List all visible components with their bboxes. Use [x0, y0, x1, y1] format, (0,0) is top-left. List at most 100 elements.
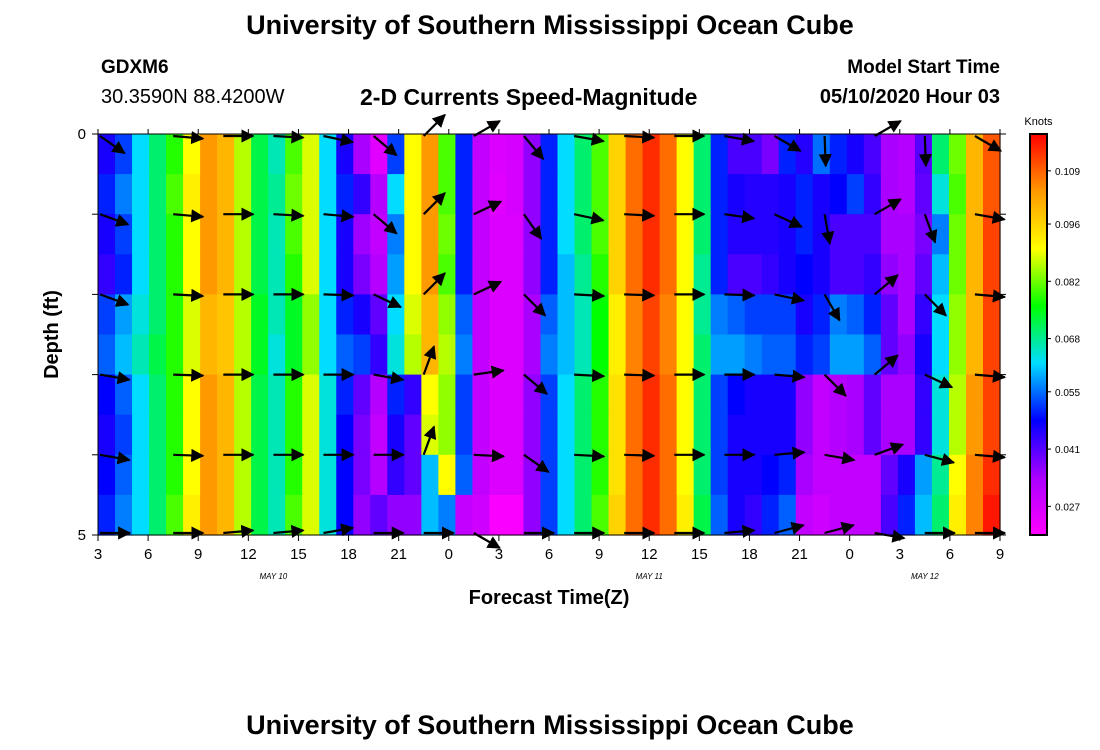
heatmap-cell [132, 494, 150, 536]
heatmap-cell [438, 414, 456, 456]
heatmap-cell [285, 134, 303, 175]
heatmap-cell [574, 414, 593, 456]
heatmap-cell [914, 494, 933, 536]
heatmap-cell [829, 334, 848, 376]
heatmap-cell [965, 414, 984, 456]
x-tick-label: 9 [194, 546, 202, 563]
heatmap-cell [965, 254, 984, 295]
heatmap-cell [387, 414, 405, 456]
heatmap-cell [795, 214, 814, 255]
heatmap-cell [727, 494, 746, 536]
heatmap-cell [948, 374, 967, 416]
x-tick-label: 9 [996, 546, 1004, 563]
heatmap-cell [880, 254, 899, 295]
heatmap-cell [642, 414, 661, 456]
current-vector-arrow [223, 524, 255, 539]
heatmap-cell [761, 494, 780, 536]
heatmap-cell [251, 334, 269, 376]
heatmap-cell [251, 494, 269, 536]
current-vector-arrow [99, 371, 131, 385]
heatmap-cell [115, 454, 133, 496]
heatmap-cell [336, 454, 354, 496]
heatmap-cell [540, 174, 559, 215]
heatmap-cell [863, 334, 882, 376]
current-vector-arrow [923, 213, 938, 244]
heatmap-cell [166, 254, 184, 295]
heatmap-cell [982, 334, 1001, 376]
heatmap-cell [642, 134, 661, 175]
x-tick-label: 9 [595, 546, 603, 563]
heatmap-cell [336, 374, 354, 416]
heatmap-cell [353, 134, 371, 175]
heatmap-cell [914, 334, 933, 376]
heatmap-cell [965, 454, 984, 496]
heatmap-cell [659, 174, 678, 215]
heatmap-cell [965, 494, 984, 536]
heatmap-cell [795, 134, 814, 175]
heatmap-cell [608, 214, 627, 255]
heatmap-cell [795, 374, 814, 416]
heatmap-cell [880, 334, 899, 376]
heatmap-cell [404, 294, 422, 336]
heatmap-cell [489, 494, 508, 536]
heatmap-cell [829, 254, 848, 295]
heatmap-cell [659, 134, 678, 175]
heatmap-cell [268, 454, 286, 496]
heatmap-cell [914, 254, 933, 295]
heatmap-cell [659, 294, 678, 336]
heatmap-cell [251, 414, 269, 456]
heatmap-cell [846, 174, 865, 215]
heatmap-cell [506, 494, 525, 536]
heatmap-cell [251, 254, 269, 295]
x-tick-label: 3 [94, 546, 102, 563]
heatmap-cell [336, 254, 354, 295]
heatmap-cell [455, 454, 474, 496]
heatmap-cell [489, 334, 508, 376]
heatmap-cell [98, 294, 116, 336]
heatmap-cell [421, 134, 439, 175]
current-vector-arrow [774, 291, 806, 305]
heatmap-cell [591, 254, 610, 295]
heatmap-cell [931, 174, 950, 215]
heatmap-cell [319, 294, 337, 336]
heatmap-cell [98, 214, 116, 255]
heatmap-cell [897, 214, 916, 255]
heatmap-cell [625, 454, 644, 496]
current-vector-arrow [573, 211, 605, 225]
heatmap-cell [285, 174, 303, 215]
current-vector-arrow [473, 449, 506, 463]
heatmap-cell [438, 494, 456, 536]
current-vector-arrow [824, 451, 856, 465]
heatmap-cell [965, 294, 984, 336]
heatmap-cell [608, 294, 627, 336]
heatmap-cell [829, 294, 848, 336]
heatmap-cell [336, 414, 354, 456]
heatmap-cell [302, 254, 320, 295]
heatmap-cell [285, 294, 303, 336]
heatmap-cell [115, 254, 133, 295]
heatmap-cell [149, 494, 167, 536]
heatmap-cell [132, 334, 150, 376]
heatmap-cell [948, 294, 967, 336]
heatmap-cell [506, 414, 525, 456]
model-start-value: 05/10/2020 Hour 03 [819, 86, 1000, 108]
colorbar-tick-label: 0.096 [1055, 220, 1080, 231]
heatmap-cell [217, 294, 235, 336]
heatmap-cell [778, 254, 797, 295]
date-label: MAY 10 [260, 572, 288, 581]
current-vector-arrow [373, 293, 402, 309]
heatmap-cell [523, 334, 542, 376]
current-vector-arrow [874, 442, 905, 456]
heatmap-cell [574, 494, 593, 536]
heatmap-cell [608, 134, 627, 175]
heatmap-cell [183, 294, 201, 336]
y-axis-label: Depth (ft) [41, 290, 63, 379]
current-vector-arrow [323, 133, 355, 147]
heatmap-cell [744, 254, 763, 295]
current-vector-arrow [523, 373, 548, 395]
heatmap-cell [846, 414, 865, 456]
heatmap-cell [387, 454, 405, 496]
heatmap-cell [625, 254, 644, 295]
heatmap-cell [557, 374, 576, 416]
heatmap-cell [285, 454, 303, 496]
